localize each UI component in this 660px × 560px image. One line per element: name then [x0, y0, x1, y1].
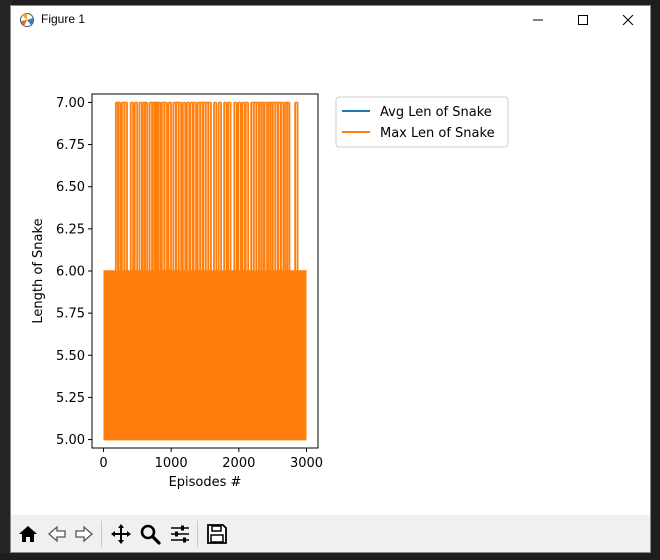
- forward-button[interactable]: [71, 521, 97, 547]
- minimize-button[interactable]: [515, 6, 561, 34]
- save-figure-icon: [207, 524, 227, 544]
- zoom-button[interactable]: [137, 521, 163, 547]
- y-tick-label: 5.25: [56, 391, 85, 406]
- close-icon: [622, 14, 634, 26]
- figure-canvas[interactable]: 0 1000 2000 3000 5.00 5.25 5.50 5.75 6.00 6.25 6.5…: [11, 34, 650, 515]
- minimize-icon: [533, 19, 543, 21]
- back-button[interactable]: [44, 521, 70, 547]
- editor-background-right: [651, 0, 660, 560]
- pan-move-icon: [111, 524, 131, 544]
- maximize-button[interactable]: [560, 6, 606, 34]
- y-axis-label: Length of Snake: [31, 218, 46, 323]
- home-icon: [19, 526, 37, 542]
- toolbar-separator: [101, 521, 102, 547]
- x-tick-label: 2000: [222, 456, 255, 471]
- y-tick-label: 5.50: [56, 349, 85, 364]
- maximize-icon: [578, 15, 588, 25]
- legend-label-max: Max Len of Snake: [380, 126, 495, 141]
- y-tick-label: 7.00: [56, 96, 85, 111]
- legend-box: [335, 96, 509, 148]
- configure-subplots-icon: [171, 525, 189, 543]
- pan-button[interactable]: [108, 521, 134, 547]
- y-tick-label: 6.75: [56, 138, 85, 153]
- legend: Avg Len of Snake Max Len of Snake: [335, 96, 509, 148]
- x-tick-label: 3000: [290, 456, 323, 471]
- editor-background-left: [0, 0, 12, 560]
- x-axis-label: Episodes #: [169, 475, 242, 490]
- x-tick-label: 1000: [155, 456, 188, 471]
- toolbar-separator: [197, 521, 198, 547]
- y-tick-label: 5.75: [56, 307, 85, 322]
- close-button[interactable]: [605, 6, 651, 34]
- configure-subplots-button[interactable]: [167, 521, 193, 547]
- desktop-background-top: [0, 0, 660, 5]
- x-tick-label: 0: [99, 456, 107, 471]
- y-tick-label: 6.50: [56, 180, 85, 195]
- zoom-magnifier-icon: [140, 524, 161, 545]
- window-title: Figure 1: [41, 12, 86, 26]
- y-tick-label: 5.00: [56, 433, 85, 448]
- matplotlib-logo-icon: [20, 13, 34, 27]
- home-button[interactable]: [15, 521, 41, 547]
- line-chart: 0 1000 2000 3000 5.00 5.25 5.50 5.75 6.00 6.25 6.5…: [31, 93, 509, 490]
- navigation-toolbar: [11, 515, 650, 552]
- forward-arrow-icon: [75, 525, 93, 543]
- editor-background-bottom: [0, 553, 660, 560]
- y-tick-label: 6.00: [56, 265, 85, 280]
- save-button[interactable]: [204, 521, 230, 547]
- back-arrow-icon: [48, 525, 66, 543]
- figure-window: Figure 1 0 1000 2000 3000 5.00 5.25 5.50 5.75 6.…: [10, 5, 651, 553]
- title-bar[interactable]: Figure 1: [11, 6, 650, 34]
- y-tick-label: 6.25: [56, 222, 85, 237]
- legend-label-avg: Avg Len of Snake: [380, 105, 492, 120]
- max-series-band: [103, 271, 307, 440]
